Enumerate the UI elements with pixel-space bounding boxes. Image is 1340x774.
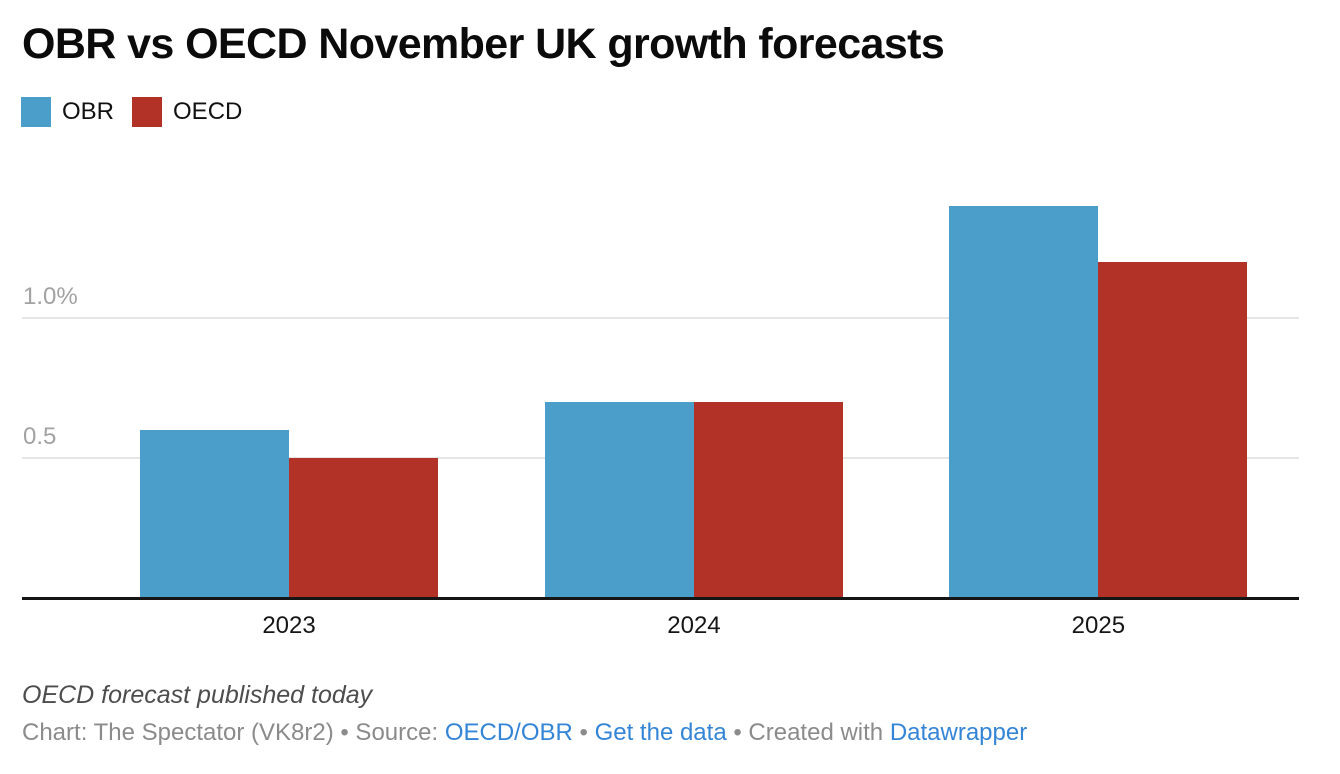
datawrapper-link[interactable]: Datawrapper	[889, 719, 1028, 746]
bar-group-2023	[140, 429, 439, 597]
byline-text: • Created with	[726, 719, 890, 746]
bar-obr-2025	[949, 206, 1099, 597]
chart-footnote: OECD forecast published today	[22, 681, 373, 709]
legend-swatch-icon	[21, 97, 51, 127]
x-axis-tick-label-2025: 2025	[1071, 612, 1126, 639]
gridline-1.0	[22, 317, 1299, 319]
bar-group-2024	[544, 401, 843, 597]
x-axis-tick-label-2023: 2023	[262, 612, 316, 639]
bar-oecd-2024	[693, 401, 843, 597]
chart-title: OBR vs OECD November UK growth forecasts	[22, 20, 945, 68]
source-link[interactable]: OECD/OBR	[444, 719, 573, 746]
legend-label: OBR	[62, 98, 115, 125]
chart-legend: OBR OECD	[21, 97, 242, 127]
legend-item-oecd: OECD	[132, 97, 242, 127]
get-the-data-link[interactable]: Get the data	[594, 719, 727, 746]
x-axis-tick-label-2024: 2024	[667, 612, 721, 639]
plot-area: 0.5 1.0% 2023 2024 2025	[22, 190, 1299, 639]
bar-group-2025	[949, 206, 1248, 597]
byline-text: Chart: The Spectator (VK8r2) • Source:	[22, 719, 445, 746]
byline-text: •	[572, 719, 595, 746]
legend-swatch-icon	[132, 97, 163, 127]
legend-item-obr: OBR	[21, 97, 114, 127]
bar-obr-2024	[544, 401, 694, 597]
bar-obr-2023	[140, 429, 290, 597]
y-axis-tick-label: 0.5	[23, 422, 57, 450]
bar-oecd-2023	[289, 457, 439, 597]
legend-label: OECD	[173, 98, 243, 125]
y-axis-tick-label: 1.0%	[23, 283, 78, 310]
bar-oecd-2025	[1098, 262, 1248, 597]
chart-byline: Chart: The Spectator (VK8r2) • Source: O…	[22, 719, 1027, 747]
